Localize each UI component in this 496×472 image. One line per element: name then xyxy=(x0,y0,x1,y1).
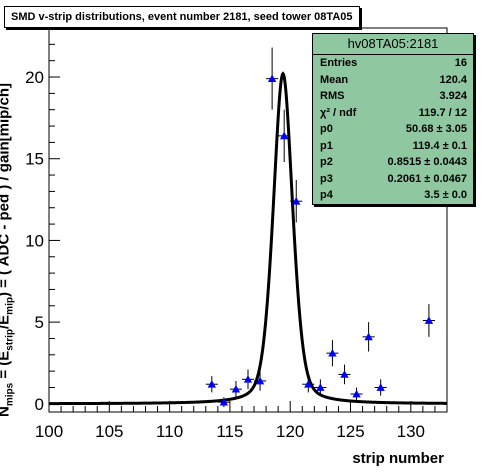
stats-row: p2 0.8515 ± 0.0443 xyxy=(313,154,473,171)
stats-row-value: 0.2061 ± 0.0467 xyxy=(387,172,467,185)
data-point xyxy=(267,74,277,83)
stats-row: p4 3.5 ± 0.0 xyxy=(313,187,473,204)
stats-row: RMS 3.924 xyxy=(313,88,473,105)
x-tick-label: 120 xyxy=(276,422,304,441)
x-tick-label: 130 xyxy=(397,422,425,441)
stats-row-label: Entries xyxy=(320,57,358,69)
fit-curve xyxy=(49,71,447,406)
data-point xyxy=(243,375,253,383)
stats-row-label: RMS xyxy=(320,90,345,102)
x-tick-label: 105 xyxy=(95,422,123,441)
x-tick-label: 125 xyxy=(336,422,364,441)
stats-box: hv08TA05:2181 Entries 16 Mean 120.4 RMS 3.924… xyxy=(312,33,474,205)
y-tick-label: 20 xyxy=(25,68,44,87)
stats-row: p3 0.2061 ± 0.0467 xyxy=(313,171,473,188)
stats-row-label: p4 xyxy=(320,189,333,201)
stats-row-value: 119.7 / 12 xyxy=(418,106,467,119)
y-tick-label: 0 xyxy=(35,395,44,414)
data-point xyxy=(219,397,229,406)
stats-row-label: χ² / ndf xyxy=(320,106,357,119)
y-tick-label: 5 xyxy=(35,313,44,332)
data-point xyxy=(352,389,361,398)
data-point xyxy=(255,376,265,385)
data-point xyxy=(340,370,349,378)
stats-row: χ² / ndf 119.7 / 12 xyxy=(313,105,473,122)
stats-row: Entries 16 xyxy=(313,55,473,72)
data-point xyxy=(292,197,301,205)
x-tick-label: 110 xyxy=(156,422,183,441)
y-tick-label: 10 xyxy=(25,231,44,250)
stats-row-label: p3 xyxy=(320,172,333,185)
stats-row-label: Mean xyxy=(320,73,349,86)
data-point xyxy=(364,332,373,341)
data-point xyxy=(424,316,434,324)
stats-row-value: 0.8515 ± 0.0443 xyxy=(387,156,467,168)
stats-row: p1 119.4 ± 0.1 xyxy=(313,138,473,155)
x-tick-label: 115 xyxy=(216,422,243,441)
data-point xyxy=(376,383,385,391)
stats-row-label: p2 xyxy=(320,156,333,168)
stats-row-value: 120.4 xyxy=(439,73,467,86)
y-axis-label-text: Nmips = (Estrip/Emip) = ( ADC - ped ) / … xyxy=(0,83,16,417)
chart-title: SMD v-strip distributions, event number … xyxy=(4,6,360,28)
data-point xyxy=(279,131,289,140)
stats-row-value: 3.924 xyxy=(439,90,467,102)
data-point xyxy=(231,384,241,393)
stats-rows: Entries 16 Mean 120.4 RMS 3.924 χ² / ndf 119.7 … xyxy=(313,55,473,204)
data-point xyxy=(207,380,217,388)
data-point xyxy=(316,383,325,391)
stats-row: Mean 120.4 xyxy=(313,72,473,89)
stats-row-value: 119.4 ± 0.1 xyxy=(412,139,467,152)
stats-row-value: 3.5 ± 0.0 xyxy=(424,189,467,201)
stats-title: hv08TA05:2181 xyxy=(313,34,473,55)
x-axis-label: strip number xyxy=(352,450,444,467)
plot-frame xyxy=(48,27,448,413)
stats-row: p0 50.68 ± 3.05 xyxy=(313,121,473,138)
data-point xyxy=(304,380,313,388)
stats-row-label: p0 xyxy=(320,123,333,135)
y-tick-label: 15 xyxy=(25,150,44,169)
stats-row-value: 16 xyxy=(454,57,467,69)
stats-row-value: 50.68 ± 3.05 xyxy=(405,123,467,135)
data-point xyxy=(328,348,337,357)
stats-row-label: p1 xyxy=(320,139,333,152)
x-tick-label: 100 xyxy=(35,422,63,441)
